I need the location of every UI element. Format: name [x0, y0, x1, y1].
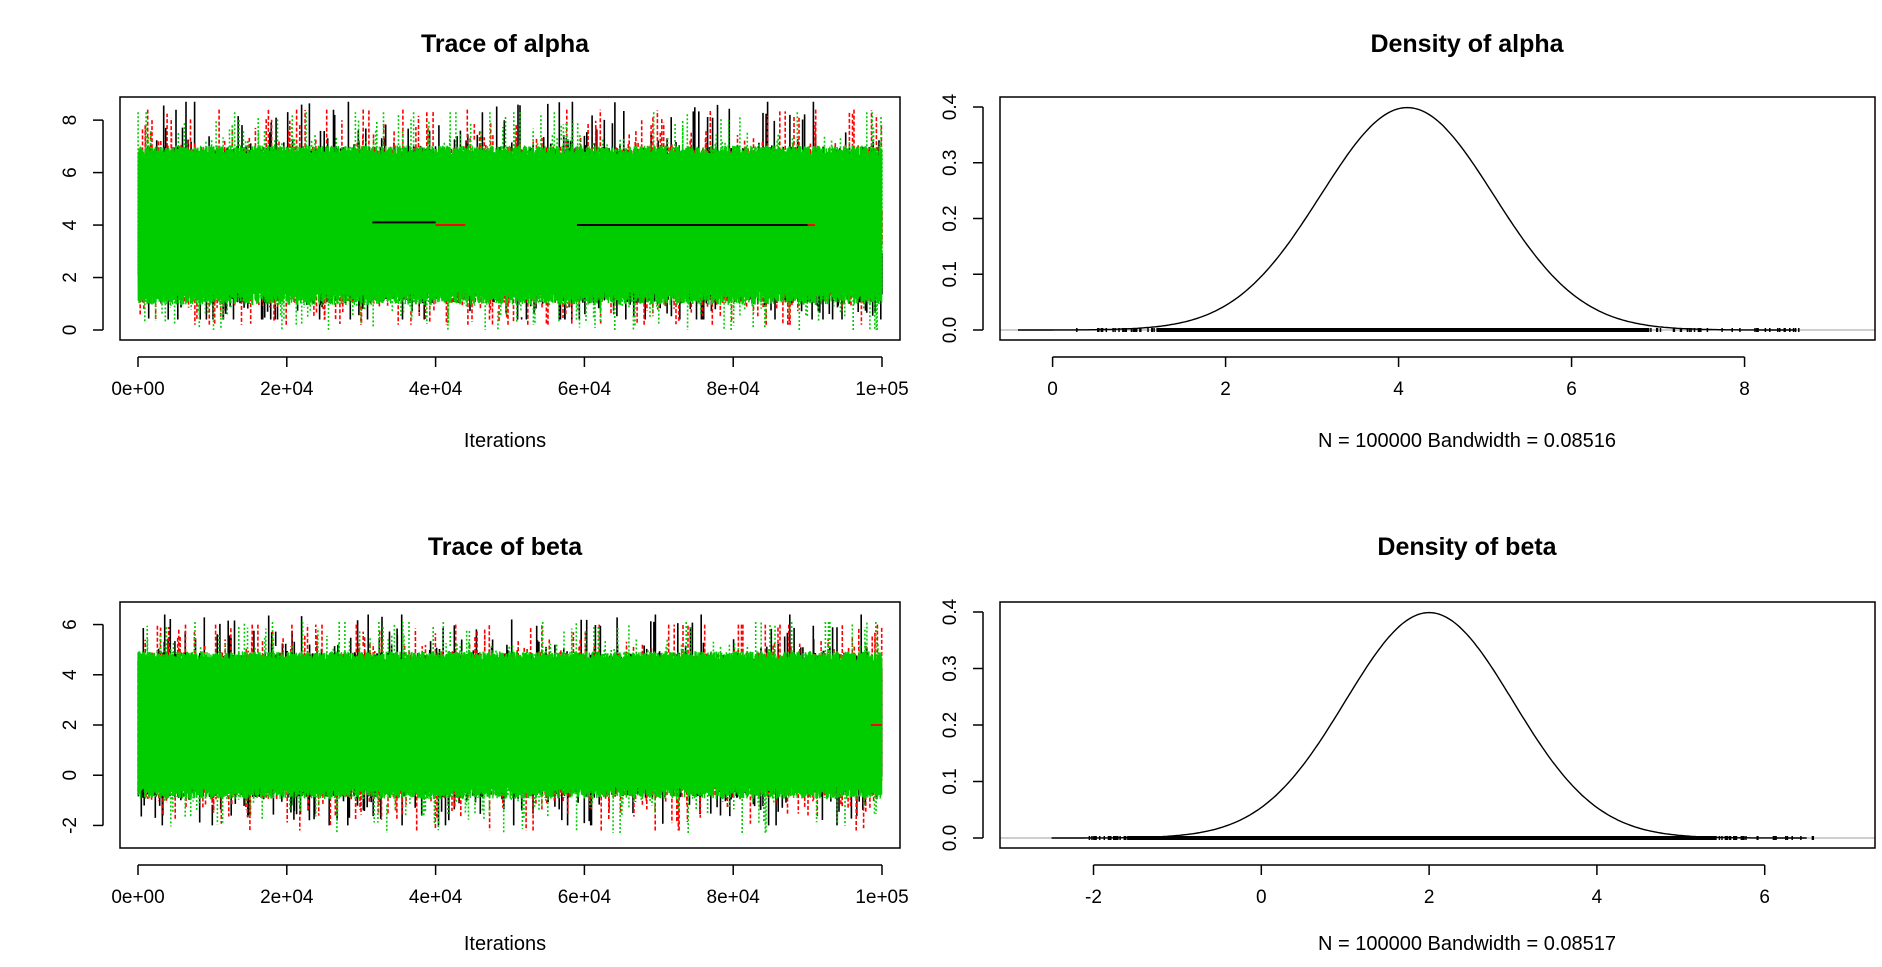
y-axis: 0 2 4 6 8	[60, 115, 104, 336]
y-tick-label: 2	[60, 720, 81, 731]
y-tick-label: 4	[60, 219, 81, 230]
x-tick-label: 6	[1759, 887, 1770, 908]
x-tick-label: 4e+04	[409, 379, 463, 400]
y-tick-label: 0	[60, 325, 81, 336]
y-tick-label: 2	[60, 272, 81, 283]
y-tick-label: 0.3	[940, 655, 961, 681]
y-tick-label: 6	[60, 619, 81, 630]
y-tick-label: 0.2	[940, 712, 961, 738]
trace-of-alpha-panel: Trace of alpha Iterations 0e+00 2e+04 4e+04 6…	[60, 30, 909, 452]
density-curve	[1018, 106, 1797, 331]
x-axis: 0e+00 2e+04 4e+04 6e+04 8e+04 1e+05	[111, 356, 909, 400]
series-3-fringe	[137, 145, 883, 305]
y-tick-label: 0	[60, 770, 81, 781]
series-3-fringe	[137, 651, 883, 799]
y-tick-label: 0.0	[940, 317, 961, 343]
x-tick-label: 0e+00	[111, 379, 164, 400]
x-axis: -2 0 2 4 6	[1085, 864, 1770, 908]
plot-frame	[999, 96, 1876, 341]
x-tick-label: 8e+04	[707, 887, 761, 908]
y-tick-label: 4	[60, 669, 81, 680]
x-axis: 0 2 4 6 8	[1047, 356, 1750, 400]
x-tick-label: 0e+00	[111, 887, 164, 908]
y-tick-label: 8	[60, 115, 81, 126]
chart-title: Density of alpha	[1370, 30, 1564, 58]
x-tick-label: 0	[1256, 887, 1267, 908]
x-tick-label: 6e+04	[558, 379, 612, 400]
x-tick-label: 4e+04	[409, 887, 463, 908]
density-curve	[1051, 611, 1807, 839]
x-tick-label: 6e+04	[558, 887, 612, 908]
chart-title: Trace of beta	[428, 533, 583, 561]
y-tick-label: 0.4	[940, 598, 961, 625]
x-tick-label: -2	[1085, 887, 1102, 908]
x-tick-label: 2	[1424, 887, 1435, 908]
y-tick-label: 0.0	[940, 825, 961, 851]
density-of-beta-panel: Density of beta N = 100000 Bandwidth = 0.…	[940, 533, 1876, 955]
x-tick-label: 8	[1739, 379, 1750, 400]
x-tick-label: 6	[1566, 379, 1577, 400]
y-tick-label: 0.1	[940, 261, 961, 287]
plot-area	[137, 614, 883, 833]
y-axis: 0.0 0.1 0.2 0.3 0.4	[940, 93, 984, 343]
x-axis-label: Iterations	[464, 933, 546, 955]
y-tick-label: 0.1	[940, 768, 961, 794]
x-tick-label: 2	[1220, 379, 1231, 400]
y-axis: 0.0 0.1 0.2 0.3 0.4	[940, 598, 984, 851]
trace-of-beta-panel: Trace of beta Iterations 0e+00 2e+04 4e+04 6e…	[60, 533, 909, 955]
plot-area	[1000, 611, 1875, 840]
chart-title: Density of beta	[1377, 533, 1557, 561]
x-axis-label: N = 100000 Bandwidth = 0.08517	[1318, 933, 1616, 955]
x-tick-label: 8e+04	[707, 379, 761, 400]
plot-area	[137, 101, 883, 330]
y-tick-label: 0.4	[940, 93, 961, 120]
x-tick-label: 0	[1047, 379, 1058, 400]
y-tick-label: 6	[60, 167, 81, 178]
y-tick-label: 0.3	[940, 150, 961, 176]
plot-frame	[119, 601, 901, 849]
x-axis-label: Iterations	[464, 430, 546, 452]
y-tick-label: 0.2	[940, 205, 961, 231]
y-axis: -2 0 2 4 6	[60, 619, 104, 834]
x-axis: 0e+00 2e+04 4e+04 6e+04 8e+04 1e+05	[111, 864, 909, 908]
x-tick-label: 2e+04	[260, 887, 314, 908]
x-tick-label: 2e+04	[260, 379, 314, 400]
plot-frame	[119, 96, 901, 341]
x-tick-label: 1e+05	[855, 887, 908, 908]
density-of-alpha-panel: Density of alpha N = 100000 Bandwidth = 0…	[940, 30, 1876, 452]
x-tick-label: 4	[1393, 379, 1404, 400]
chart-title: Trace of alpha	[421, 30, 590, 58]
x-tick-label: 4	[1592, 887, 1603, 908]
x-tick-label: 1e+05	[855, 379, 908, 400]
y-tick-label: -2	[60, 817, 81, 834]
plot-frame	[999, 601, 1876, 849]
plot-area	[1000, 106, 1875, 332]
x-axis-label: N = 100000 Bandwidth = 0.08516	[1318, 430, 1616, 452]
